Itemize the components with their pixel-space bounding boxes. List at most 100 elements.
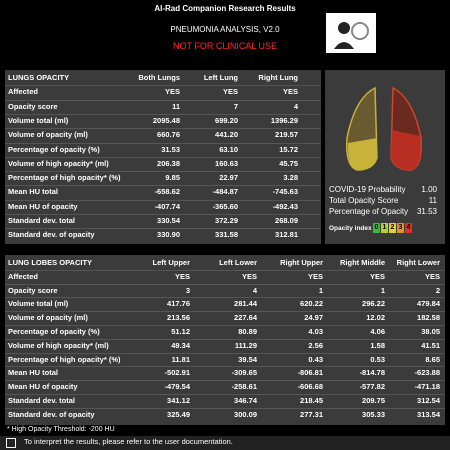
column-header: Right Middle xyxy=(340,258,385,267)
row-separator xyxy=(5,199,321,201)
row-label: Mean HU total xyxy=(8,187,59,197)
row-label: Volume total (ml) xyxy=(8,299,69,309)
column-header: Left Lower xyxy=(219,258,257,267)
cell: 372.29 xyxy=(215,216,238,225)
cell: 660.76 xyxy=(157,130,180,140)
cell: 3 xyxy=(185,285,190,295)
footer-bar xyxy=(0,436,450,450)
cell: YES xyxy=(174,271,190,281)
cell: -806.81 xyxy=(297,368,323,378)
row-separator xyxy=(5,297,445,299)
cell: YES xyxy=(424,271,440,281)
summary-panel xyxy=(325,70,445,244)
title: AI-Rad Companion Research Results xyxy=(154,4,296,13)
cell: 1 xyxy=(318,285,323,295)
row-separator xyxy=(5,311,445,313)
cell: YES xyxy=(369,271,385,281)
row-label: Volume of high opacity* (ml) xyxy=(8,158,109,168)
row-separator xyxy=(5,156,321,158)
cell: 281.44 xyxy=(234,299,257,309)
cell: YES xyxy=(241,271,257,281)
cell: 0.53 xyxy=(370,354,385,364)
cell: 2 xyxy=(435,285,440,295)
cell: 7 xyxy=(233,101,238,111)
row-separator xyxy=(5,128,321,130)
cell: 312.54 xyxy=(417,396,440,405)
column-header: Right Upper xyxy=(280,258,323,267)
cell: 182.58 xyxy=(417,313,440,323)
cell: 38.05 xyxy=(421,327,440,336)
row-label: Percentage of opacity (%) xyxy=(8,144,100,154)
cell: 417.76 xyxy=(167,299,190,309)
row-separator xyxy=(5,380,445,382)
row-separator xyxy=(5,99,321,101)
opacity-index-level: 4 xyxy=(405,223,412,233)
cell: 313.54 xyxy=(417,409,440,419)
cell: -623.88 xyxy=(414,368,440,378)
cell: -502.91 xyxy=(164,368,190,378)
cell: -258.61 xyxy=(231,382,257,392)
row-label: Volume total (ml) xyxy=(8,115,69,125)
logo-icon xyxy=(326,13,376,53)
cell: 11.81 xyxy=(171,354,190,364)
column-header: Right Lung xyxy=(258,73,298,82)
row-label: Standard dev. total xyxy=(8,216,75,225)
cell: 479.84 xyxy=(417,299,440,309)
lungs-illustration xyxy=(345,86,423,171)
cell: 1 xyxy=(380,285,385,295)
cell: 15.72 xyxy=(279,144,298,154)
opacity-index-label: Opacity index xyxy=(329,225,372,232)
cell: -606.68 xyxy=(297,382,323,392)
footnote: * High Opacity Threshold: -200 HU xyxy=(7,426,115,433)
cell: YES xyxy=(282,87,298,97)
cell: 206.38 xyxy=(157,158,180,168)
cell: 4 xyxy=(293,101,298,111)
row-separator xyxy=(5,185,321,187)
row-separator xyxy=(5,338,445,340)
cell: 209.75 xyxy=(362,396,385,405)
cell: 49.34 xyxy=(171,340,190,350)
opacity-index-level: 1 xyxy=(381,223,388,233)
row-label: Mean HU of opacity xyxy=(8,382,78,392)
cell: -309.65 xyxy=(231,368,257,378)
cell: 296.22 xyxy=(362,299,385,309)
opacity-index-level: 0 xyxy=(373,223,380,233)
cell: 0.43 xyxy=(308,354,323,364)
cell: 312.81 xyxy=(275,230,298,240)
cell: YES xyxy=(222,87,238,97)
column-header: Right Lower xyxy=(396,258,440,267)
row-separator xyxy=(5,325,445,326)
cell: -365.60 xyxy=(212,201,238,211)
cell: 51.12 xyxy=(171,327,190,336)
cell: -577.82 xyxy=(359,382,385,392)
row-separator xyxy=(5,407,445,409)
cell: -814.78 xyxy=(359,368,385,378)
cell: 41.51 xyxy=(421,340,440,350)
column-header: Left Lung xyxy=(203,73,238,82)
footer: To interpret the results, please refer t… xyxy=(24,437,233,446)
cell: 219.57 xyxy=(275,130,298,140)
row-separator xyxy=(5,142,321,144)
cell: -745.63 xyxy=(272,187,298,197)
cell: 305.33 xyxy=(362,409,385,419)
cell: 341.12 xyxy=(167,396,190,405)
row-label: Standard dev. of opacity xyxy=(8,409,95,419)
summary-value: 11 xyxy=(428,196,437,205)
row-separator xyxy=(5,352,445,354)
row-separator xyxy=(5,394,445,395)
row-separator xyxy=(5,171,321,173)
column-header: Both Lungs xyxy=(138,73,180,82)
opacity-index-level: 2 xyxy=(389,223,396,233)
cell: -484.87 xyxy=(212,187,238,197)
cell: 111.29 xyxy=(234,340,257,350)
cell: 31.53 xyxy=(161,144,180,154)
cell: 620.22 xyxy=(300,299,323,309)
cell: -407.74 xyxy=(154,201,180,211)
cell: 24.97 xyxy=(304,313,323,323)
cell: 9.85 xyxy=(165,173,180,183)
cell: 11 xyxy=(172,101,180,111)
cell: 268.09 xyxy=(275,216,298,225)
row-label: Affected xyxy=(8,87,39,97)
cell: 4 xyxy=(252,285,257,295)
row-separator xyxy=(5,214,321,215)
